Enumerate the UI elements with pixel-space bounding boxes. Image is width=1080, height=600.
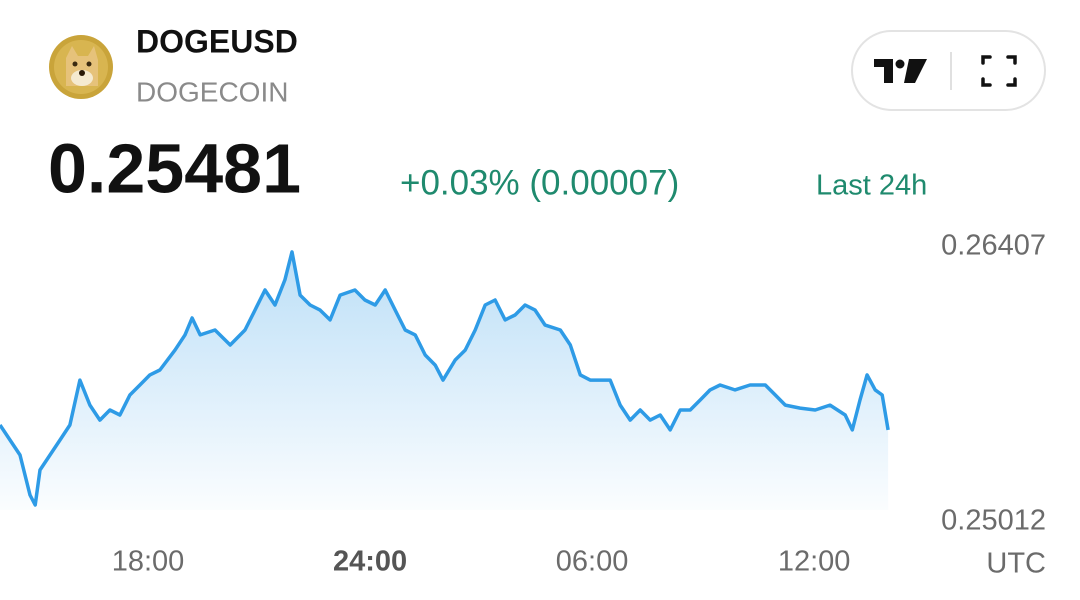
price-line [0, 250, 890, 507]
x-tick-label: 12:00 [778, 546, 851, 578]
tradingview-button[interactable] [874, 59, 927, 83]
y-tick-label: 0.26407 [941, 230, 1046, 262]
price: 0.25481 [48, 129, 301, 207]
plot: 0.26407 0.25012 18:00 24:00 06:00 12:00 [0, 230, 1046, 578]
x-tick-label: 18:00 [112, 546, 185, 578]
x-tick-label: 24:00 [333, 546, 407, 578]
logo [49, 35, 113, 99]
change: +0.03% (0.00007) [400, 163, 679, 202]
fullscreen-button[interactable] [981, 55, 1017, 87]
x-tick-label: 06:00 [556, 546, 629, 578]
x-unit: UTC [986, 548, 1046, 580]
toolbar [851, 30, 1046, 111]
asset-name: DOGECOIN [136, 76, 288, 107]
y-tick-label: 0.25012 [941, 505, 1046, 537]
symbol: DOGEUSD [136, 23, 298, 59]
period: Last 24h [816, 170, 927, 202]
